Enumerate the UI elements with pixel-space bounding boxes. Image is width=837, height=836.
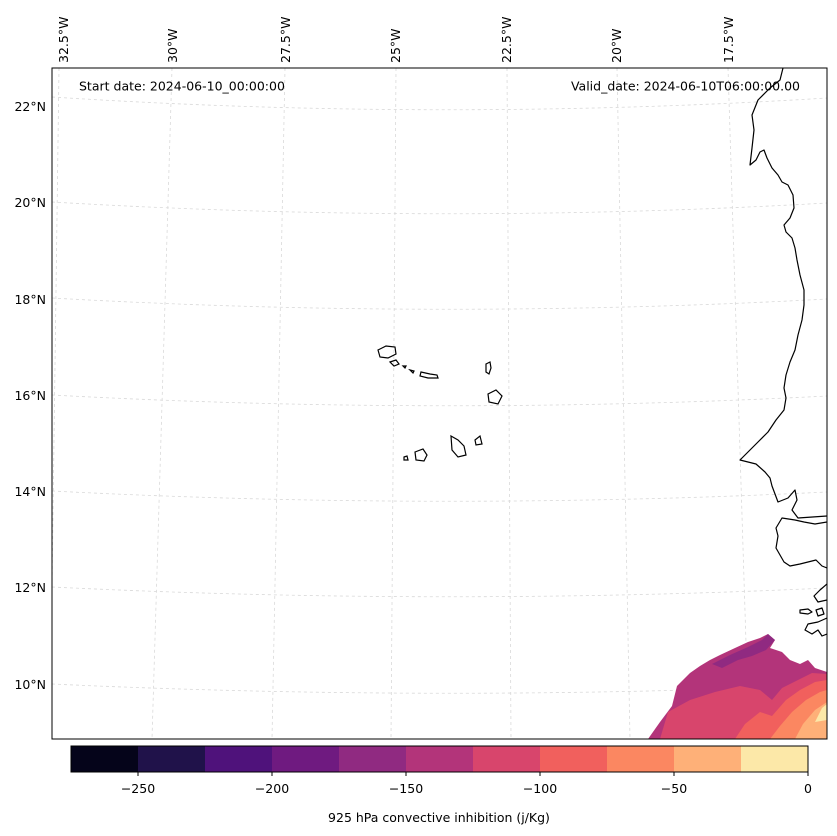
start-date-label: Start date: 2024-06-10_00:00:00 — [79, 79, 285, 94]
colorbar-block — [339, 746, 406, 772]
meridian-22-5w — [506, 68, 512, 739]
cin-contour-level-minus25 — [815, 704, 827, 722]
lat-label: 22°N — [14, 99, 46, 114]
lat-label: 14°N — [14, 484, 46, 499]
island-sal — [485, 361, 492, 375]
colorbar-block — [674, 746, 741, 772]
cin-contour-fields — [648, 634, 827, 739]
colorbar-tick-label: −250 — [121, 781, 155, 796]
island-sao-vicente — [388, 359, 400, 367]
colorbar-block — [406, 746, 473, 772]
lat-label: 20°N — [14, 195, 46, 210]
lat-label: 10°N — [14, 677, 46, 692]
lon-label: 32.5°W — [56, 17, 71, 63]
island-maio — [474, 434, 483, 446]
colorbar-block — [138, 746, 205, 772]
meridian-30w — [151, 68, 173, 739]
colorbar: −250 −200 −150 −100 −50 0 925 hPa convec… — [70, 745, 812, 825]
lon-label: 30°W — [165, 28, 180, 63]
parallel-10n — [52, 683, 827, 694]
valid-date-label: Valid_date: 2024-06-10T06:00:00.00 — [571, 79, 800, 94]
lat-label: 18°N — [14, 292, 46, 307]
colorbar-label: 925 hPa convective inhibition (j/Kg) — [328, 810, 550, 825]
cabo-verde-islands — [377, 345, 503, 462]
colorbar-tick-label: −150 — [389, 781, 423, 796]
colorbar-block — [205, 746, 272, 772]
colorbar-tick-label: −50 — [661, 781, 687, 796]
colorbar-blocks — [71, 746, 808, 772]
colorbar-block — [71, 746, 138, 772]
colorbar-tick-label: −100 — [523, 781, 557, 796]
colorbar-block — [473, 746, 540, 772]
colorbar-tick-label: −200 — [255, 781, 289, 796]
colorbar-block — [540, 746, 607, 772]
colorbar-tick-label: 0 — [804, 781, 812, 796]
parallel-22n — [52, 96, 827, 111]
parallel-12n — [52, 586, 827, 598]
meridian-32-5w — [52, 68, 60, 620]
guinea-bissau-coastline — [775, 517, 827, 569]
colorbar-tick-labels: −250 −200 −150 −100 −50 0 — [121, 781, 812, 796]
island-brava — [403, 455, 409, 461]
map-frame — [51, 67, 828, 740]
sierra-leone-coastline — [804, 617, 827, 637]
colorbar-ticks — [137, 772, 809, 776]
west-africa-coastline — [739, 68, 827, 519]
meridian-17-5w — [727, 68, 750, 739]
longitude-labels: 32.5°W 30°W 27.5°W 25°W 22.5°W 20°W 17.5… — [56, 17, 736, 63]
lon-label: 27.5°W — [278, 17, 293, 63]
colorbar-block — [272, 746, 339, 772]
colorbar-block — [607, 746, 674, 772]
lon-label: 22.5°W — [499, 17, 514, 63]
lon-label: 20°W — [609, 28, 624, 63]
guinea-coastline — [813, 583, 827, 603]
island-sao-nicolau — [408, 368, 439, 379]
colorbar-block — [741, 746, 808, 772]
island-fogo — [414, 448, 428, 462]
cin-contour-level-minus175 — [712, 634, 775, 668]
coastlines — [739, 68, 827, 637]
parallel-18n — [52, 297, 827, 310]
island-santa-luzia — [401, 365, 407, 370]
lat-label: 16°N — [14, 388, 46, 403]
meridian-27-5w — [271, 68, 286, 739]
latitude-labels: 22°N 20°N 18°N 16°N 14°N 12°N 10°N — [14, 99, 46, 692]
parallel-14n — [52, 490, 827, 502]
lat-label: 12°N — [14, 580, 46, 595]
bissagos-islands — [799, 607, 825, 617]
lon-label: 25°W — [388, 28, 403, 63]
map-gridlines — [52, 68, 827, 739]
parallel-16n — [52, 394, 827, 407]
lon-label: 17.5°W — [721, 17, 736, 63]
cin-contour-level-minus50 — [795, 702, 827, 739]
meridian-20w — [616, 68, 631, 739]
meridian-25w — [390, 68, 397, 739]
island-santiago — [450, 434, 467, 458]
parallel-20n — [52, 201, 827, 215]
island-santo-antao — [377, 345, 397, 359]
island-boa-vista — [487, 389, 503, 405]
colorbar-outline — [70, 745, 809, 773]
